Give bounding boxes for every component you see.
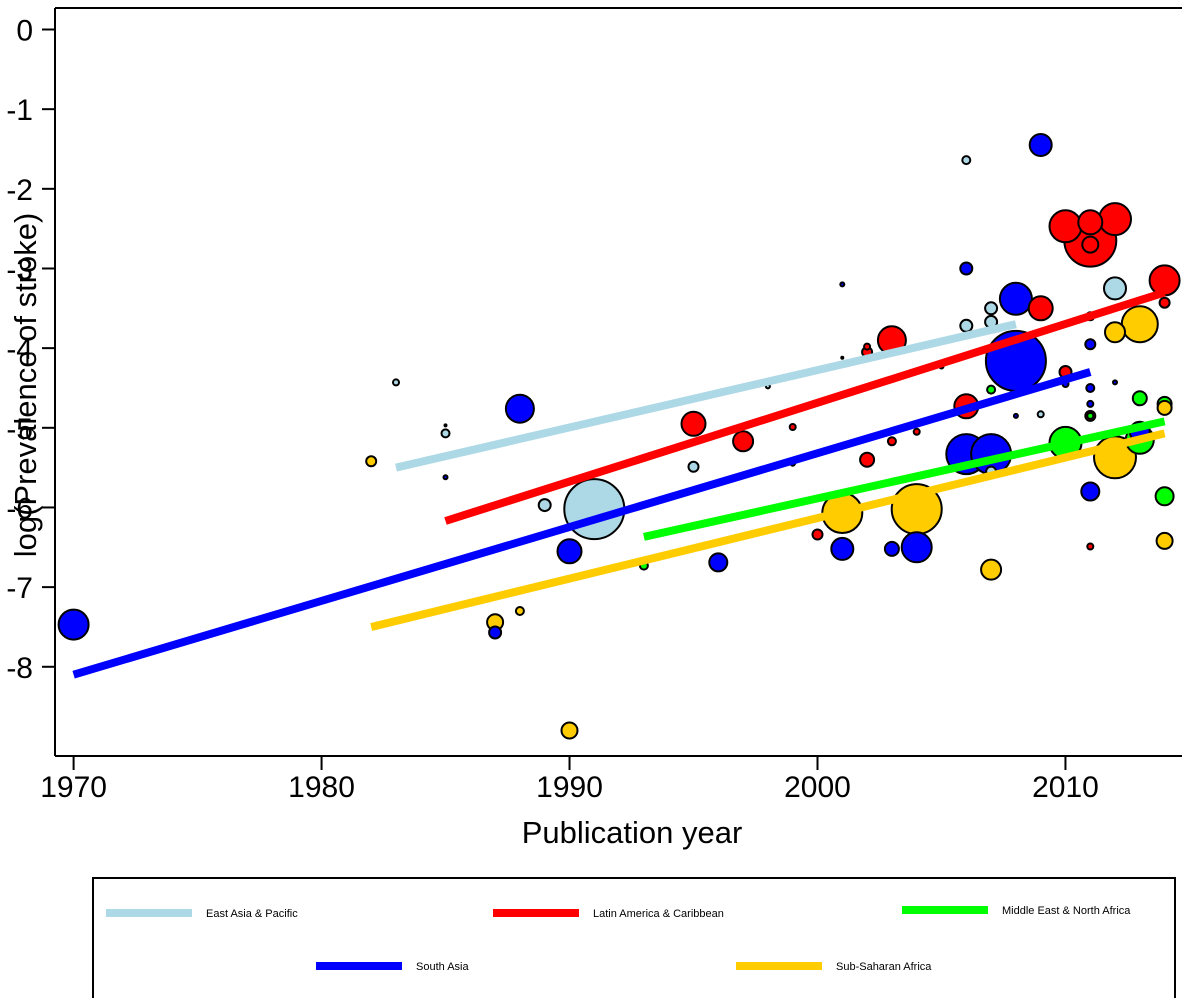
data-point (504, 393, 535, 424)
data-point (1155, 531, 1174, 550)
data-point (1131, 390, 1148, 407)
data-point (1103, 276, 1127, 301)
legend-label: Latin America & Caribbean (593, 908, 724, 920)
x-axis-title: Publication year (522, 815, 743, 850)
data-point (556, 538, 583, 565)
data-point (1086, 411, 1095, 420)
data-point (1098, 202, 1132, 237)
data-point (514, 606, 525, 616)
data-point (961, 155, 972, 166)
legend-label: East Asia & Pacific (206, 908, 298, 920)
data-point (1081, 235, 1100, 254)
data-point (442, 474, 449, 481)
data-point (708, 552, 729, 573)
data-point (788, 423, 797, 431)
data-point (1158, 296, 1171, 309)
y-tick-label: -4 (6, 333, 33, 366)
axes: 0 -1 -2 -3 -4 -5 -6 -7 -8 1970 1980 1990 2000 2010 (6, 7, 1182, 804)
data-point (440, 428, 451, 439)
data-point (1084, 338, 1097, 351)
y-tick-label: -6 (6, 492, 33, 525)
data-point (1154, 486, 1175, 507)
data-point (986, 384, 997, 395)
data-point (980, 558, 1003, 581)
y-tick-label: -8 (6, 652, 33, 685)
data-point (859, 451, 876, 468)
data-point (1012, 412, 1019, 419)
data-point (811, 528, 824, 541)
data-point (392, 378, 400, 387)
data-point (57, 608, 90, 641)
data-point (1028, 133, 1053, 157)
data-point (883, 540, 900, 557)
x-tick-label: 2010 (1032, 771, 1099, 804)
data-point (680, 410, 707, 437)
data-point (998, 281, 1033, 316)
data-point (1085, 383, 1096, 393)
data-point (900, 531, 933, 564)
legend-label: South Asia (416, 961, 469, 973)
data-point (1120, 305, 1159, 344)
data-point (1080, 481, 1101, 502)
data-point (984, 301, 999, 316)
fit-lines (72, 288, 1166, 679)
data-point (959, 318, 974, 333)
data-point (563, 478, 626, 541)
y-tick-label: 0 (16, 15, 33, 48)
x-tick-label: 1990 (536, 771, 603, 804)
y-tick-label: -2 (6, 174, 33, 207)
y-tick-label: -5 (6, 413, 33, 446)
legend: East Asia & Pacific Latin America & Carib… (92, 877, 1176, 998)
x-tick-label: 1970 (40, 771, 107, 804)
data-point (560, 721, 579, 740)
legend-frame (92, 877, 1176, 998)
y-tick-label: -7 (6, 572, 33, 605)
data-point (959, 261, 974, 276)
x-tick-label: 2000 (784, 771, 851, 804)
legend-label: Middle East & North Africa (1002, 905, 1131, 917)
data-point (1086, 542, 1095, 551)
data-point (1112, 379, 1118, 386)
data-point (537, 498, 552, 513)
data-point (1048, 209, 1083, 244)
data-point (912, 427, 921, 436)
data-point (1086, 399, 1095, 408)
fit-line (72, 368, 1092, 679)
data-point (1036, 410, 1045, 419)
data-point (863, 342, 872, 351)
data-point (365, 455, 378, 468)
fit-line (643, 417, 1166, 541)
data-point (1156, 399, 1173, 416)
y-tick-label: -1 (6, 94, 33, 127)
data-point (1077, 209, 1104, 236)
data-point (840, 355, 845, 360)
data-point (830, 536, 855, 561)
x-tick-label: 1980 (288, 771, 355, 804)
data-point (839, 281, 846, 288)
y-tick-label: -3 (6, 253, 33, 286)
fit-line (444, 288, 1166, 525)
data-point (687, 460, 700, 473)
y-axis-title: log(Prevalence of stroke) (8, 213, 43, 558)
data-point (1148, 264, 1181, 297)
data-point (886, 436, 897, 447)
data-point (488, 625, 503, 640)
data-points (57, 133, 1181, 740)
legend-label: Sub-Saharan Africa (836, 961, 932, 973)
data-point (1104, 321, 1126, 344)
fit-line (395, 320, 1017, 472)
data-point (1027, 295, 1054, 322)
fit-line (370, 429, 1166, 631)
data-point (443, 423, 448, 428)
data-point (732, 430, 755, 453)
